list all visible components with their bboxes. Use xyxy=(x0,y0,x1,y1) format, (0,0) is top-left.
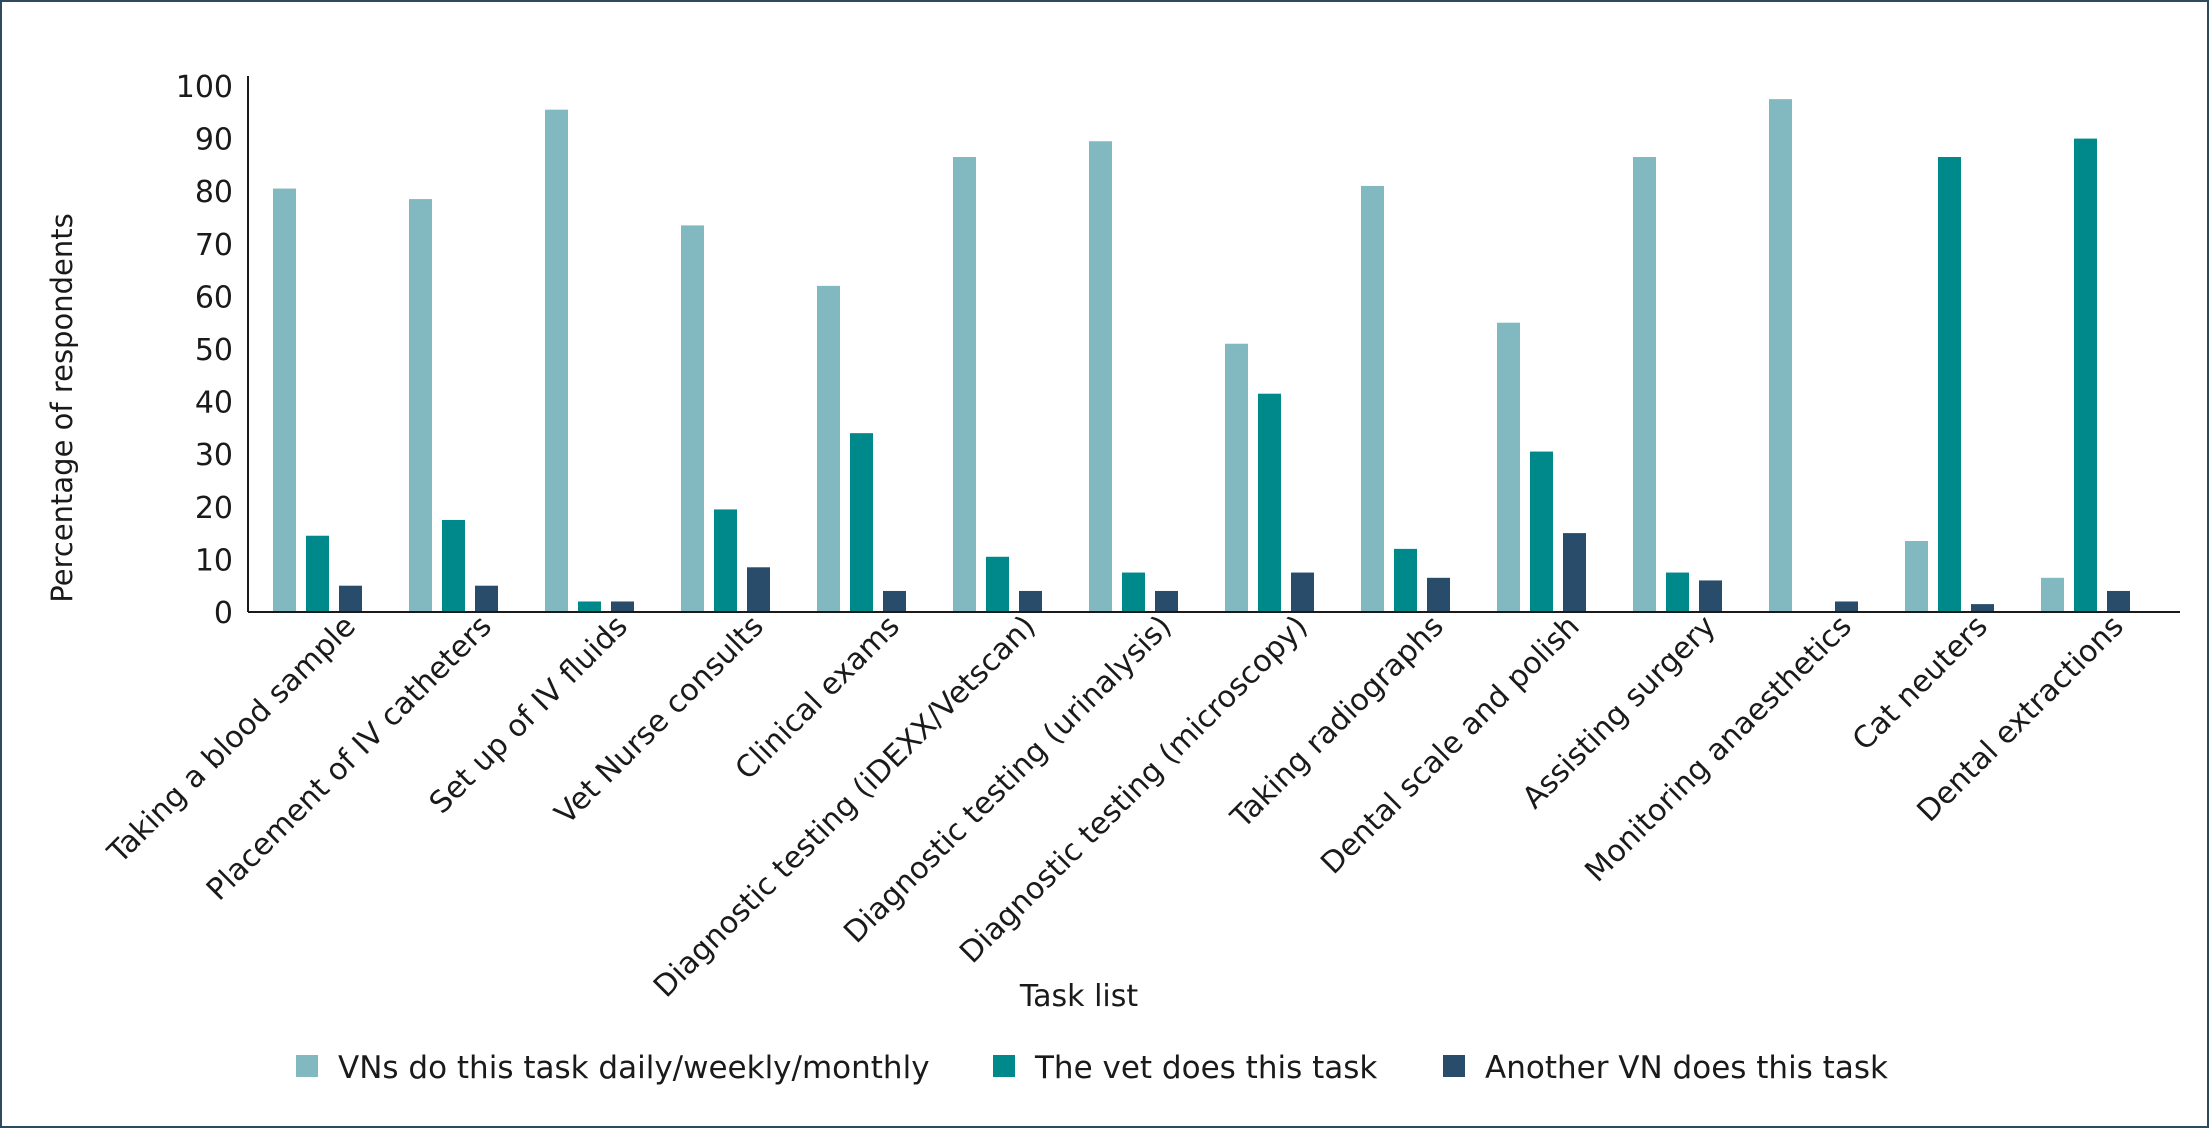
legend-label: VNs do this task daily/weekly/monthly xyxy=(338,1050,930,1086)
y-axis-ticks: 0 10 20 30 40 50 60 70 80 90 100 xyxy=(176,70,233,631)
bar-2 xyxy=(442,519,465,612)
bar-1 xyxy=(1905,540,1928,612)
legend-swatch xyxy=(1443,1055,1465,1077)
bar-3 xyxy=(2107,590,2130,612)
bar-3 xyxy=(1155,590,1178,612)
bar-3 xyxy=(747,567,770,612)
x-tick-label: Monitoring anaesthetics xyxy=(1578,609,1858,889)
bar-3 xyxy=(1291,572,1314,612)
x-tick-label: Placement of IV catheters xyxy=(200,609,499,908)
y-tick-label: 50 xyxy=(195,333,233,368)
legend-label: Another VN does this task xyxy=(1485,1050,1888,1086)
bar-1 xyxy=(2041,577,2064,612)
bar-1 xyxy=(1769,99,1792,612)
y-tick-label: 90 xyxy=(195,123,233,158)
bar-3 xyxy=(1835,601,1858,612)
bar-3 xyxy=(883,590,906,612)
legend-swatch xyxy=(296,1055,318,1077)
y-tick-label: 0 xyxy=(214,596,233,631)
y-tick-label: 20 xyxy=(195,491,233,526)
bar-3 xyxy=(339,585,362,612)
bar-2 xyxy=(2074,138,2097,612)
y-tick-label: 60 xyxy=(195,280,233,315)
bar-1 xyxy=(953,157,976,612)
bar-2 xyxy=(1666,572,1689,612)
bar-2 xyxy=(1938,157,1961,612)
bar-3 xyxy=(1427,577,1450,612)
bar-2 xyxy=(986,556,1009,612)
bar-1 xyxy=(273,188,296,612)
bar-2 xyxy=(578,601,601,612)
bar-2 xyxy=(1530,451,1553,612)
bar-1 xyxy=(409,199,432,612)
legend-swatch xyxy=(993,1055,1015,1077)
bar-1 xyxy=(1089,141,1112,613)
legend-label: The vet does this task xyxy=(1034,1050,1377,1086)
bar-2 xyxy=(714,509,737,612)
bar-2 xyxy=(1122,572,1145,612)
bar-2 xyxy=(1394,548,1417,612)
y-tick-label: 100 xyxy=(176,70,233,105)
x-axis-label: Task list xyxy=(1019,979,1139,1014)
bar-2 xyxy=(850,433,873,612)
bar-3 xyxy=(611,601,634,612)
y-tick-label: 30 xyxy=(195,438,233,473)
bar-3 xyxy=(1699,580,1722,612)
bar-1 xyxy=(1497,322,1520,612)
y-tick-label: 10 xyxy=(195,543,233,578)
bar-1 xyxy=(1225,343,1248,612)
x-tick-label: Taking a blood sample xyxy=(101,609,363,871)
y-tick-label: 40 xyxy=(195,386,233,421)
y-axis-label: Percentage of respondents xyxy=(45,213,79,602)
legend: VNs do this task daily/weekly/monthly The… xyxy=(296,1050,1888,1086)
bar-1 xyxy=(817,285,840,612)
bar-2 xyxy=(306,535,329,612)
x-tick-label: Dental scale and polish xyxy=(1314,609,1586,881)
bar-1 xyxy=(1361,185,1384,612)
bar-3 xyxy=(1563,533,1586,612)
bars xyxy=(273,99,2130,613)
x-tick-label: Cat neuters xyxy=(1846,609,1995,758)
bar-3 xyxy=(1971,604,1994,612)
y-tick-label: 80 xyxy=(195,175,233,210)
bar-1 xyxy=(545,109,568,613)
bar-1 xyxy=(1633,157,1656,612)
bar-3 xyxy=(475,585,498,612)
y-tick-label: 70 xyxy=(195,228,233,263)
bar-2 xyxy=(1258,393,1281,612)
bar-3 xyxy=(1019,590,1042,612)
bar-1 xyxy=(681,225,704,612)
